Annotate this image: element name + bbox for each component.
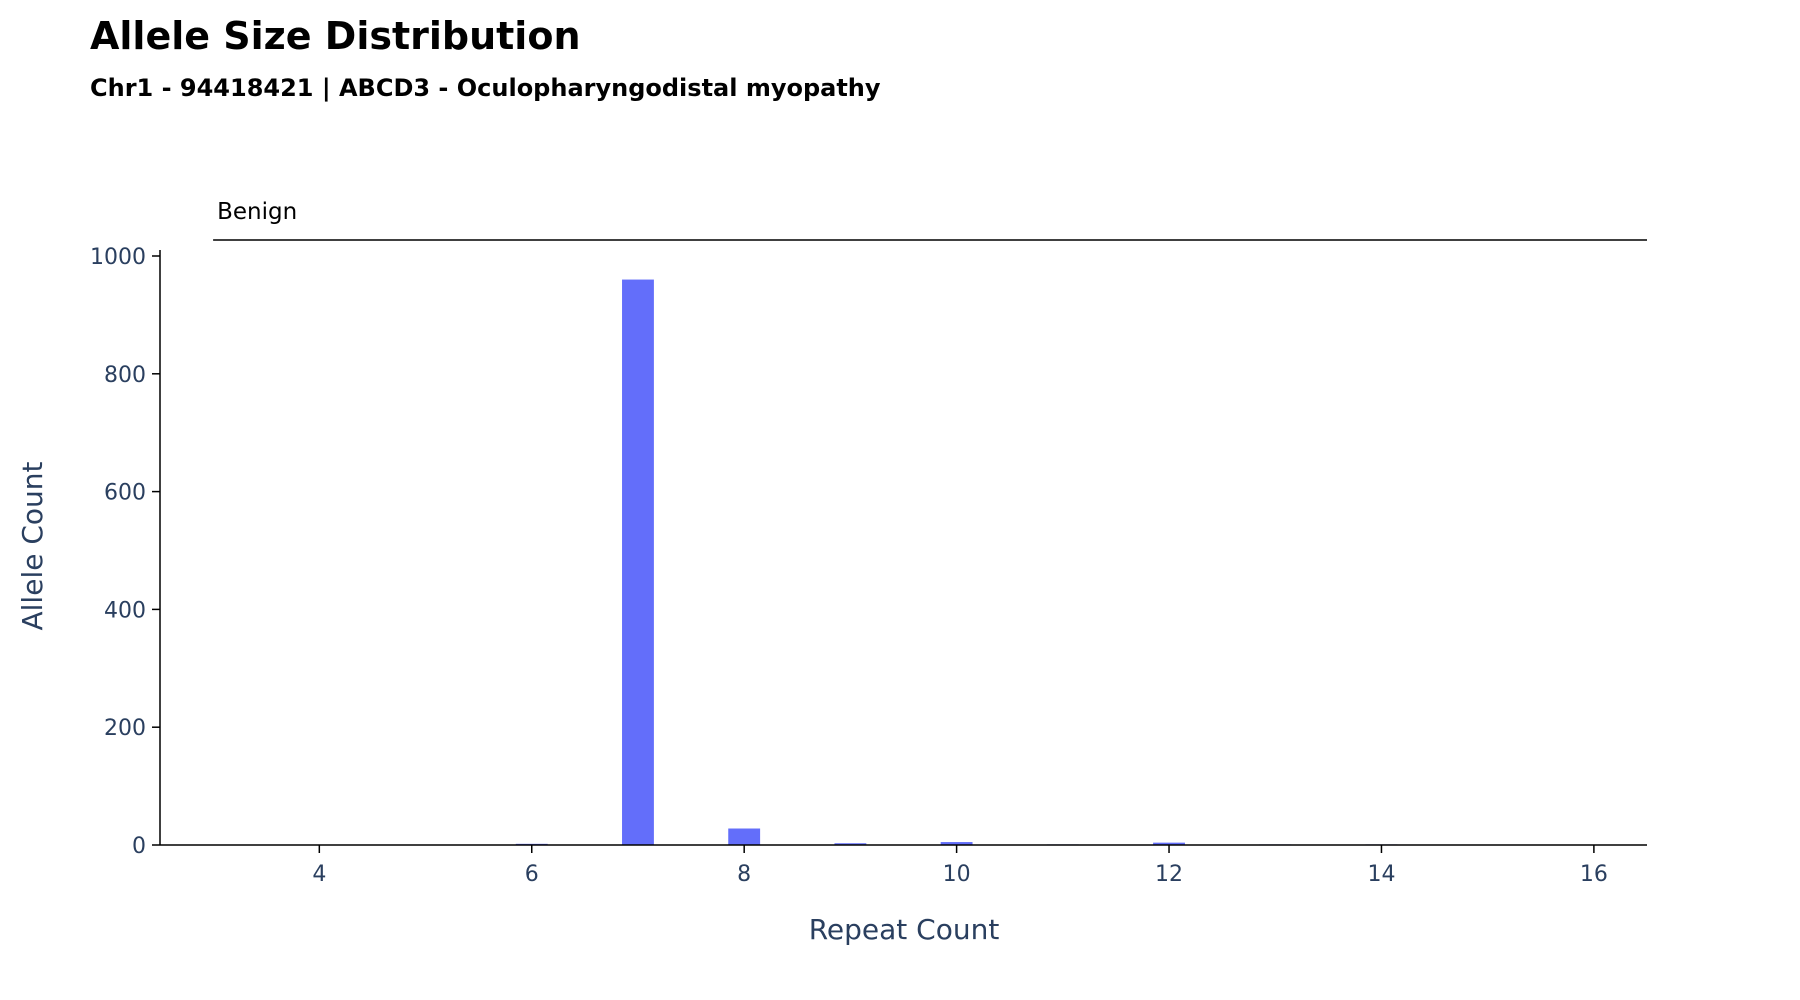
x-tick-label: 16: [1580, 862, 1608, 887]
y-tick-label: 0: [132, 834, 146, 859]
y-tick-label: 1000: [90, 245, 146, 270]
x-tick-label: 8: [737, 862, 751, 887]
x-axis-title: Repeat Count: [809, 913, 1000, 946]
x-tick-label: 14: [1367, 862, 1395, 887]
range-bands: Benign: [213, 199, 1647, 241]
y-tick-label: 600: [104, 481, 146, 506]
chart-subtitle: Chr1 - 94418421 | ABCD3 - Oculopharyngod…: [90, 74, 881, 102]
y-axis-title: Allele Count: [16, 461, 49, 630]
axes: 4 6 8 10 12 14 16 0 200 400 600 800 1000: [90, 245, 1647, 887]
y-tick-label: 200: [104, 716, 146, 741]
x-tick-label: 10: [943, 862, 971, 887]
chart-title: Allele Size Distribution: [90, 14, 581, 58]
x-tick-label: 6: [525, 862, 539, 887]
bars: [515, 279, 1398, 845]
bar-repeat-10[interactable]: [940, 842, 973, 845]
bar-repeat-7[interactable]: [622, 279, 654, 845]
y-tick-label: 800: [104, 363, 146, 388]
bar-repeat-8[interactable]: [728, 828, 761, 845]
x-tick-label: 12: [1155, 862, 1183, 887]
range-band-label: Benign: [217, 199, 297, 225]
y-tick-label: 400: [104, 598, 146, 623]
bar-repeat-9[interactable]: [834, 843, 867, 845]
bar-repeat-12[interactable]: [1153, 842, 1185, 845]
x-tick-label: 4: [312, 862, 326, 887]
